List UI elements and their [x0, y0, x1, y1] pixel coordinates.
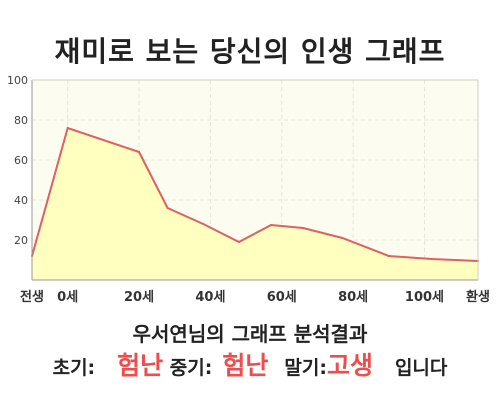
x-tick-label: 60세: [267, 290, 297, 305]
page-title: 재미로 보는 당신의 인생 그래프: [54, 35, 446, 68]
middle-value: 험난: [222, 351, 269, 380]
data-point: [270, 224, 273, 226]
middle-label: 중기:: [169, 357, 213, 379]
life-graph-chart: 20 40 60 80 100 전생 0세 20세 40세 60세 80세 100세 환생: [7, 74, 490, 305]
life-line: [31, 126, 479, 262]
data-point: [202, 223, 205, 225]
x-tick-label: 0세: [57, 290, 78, 305]
data-point: [138, 151, 141, 153]
area-fill: [32, 128, 478, 280]
late-label: 말기:: [284, 357, 327, 379]
x-tick-label: 전생: [20, 289, 44, 305]
data-point: [166, 207, 169, 209]
y-tick-label: 40: [14, 194, 28, 207]
suffix-text: 입니다: [394, 357, 448, 379]
late-value: 고생: [326, 351, 373, 380]
x-tick-label: 40세: [195, 290, 225, 305]
y-tick-label: 100: [7, 74, 28, 87]
early-label: 초기:: [52, 357, 96, 379]
x-tick-label: 80세: [338, 290, 368, 305]
y-tick-label: 20: [14, 234, 28, 247]
analysis-result-line: 초기: 험난 중기: 험난 말기:고생 입니다: [0, 346, 500, 382]
y-tick-label: 80: [14, 114, 28, 127]
analysis-result-heading: 우서연님의 그래프 분석결과: [132, 322, 368, 346]
x-tick-label: 환생: [466, 289, 490, 305]
data-point: [341, 237, 344, 239]
data-point: [302, 227, 305, 229]
x-tick-label: 20세: [124, 290, 154, 305]
data-point: [66, 127, 69, 129]
y-tick-label: 60: [14, 154, 28, 167]
data-point: [237, 241, 240, 243]
data-point: [430, 258, 433, 260]
x-tick-label: 100세: [405, 290, 444, 305]
data-point: [387, 255, 390, 257]
early-value: 험난: [117, 351, 164, 380]
